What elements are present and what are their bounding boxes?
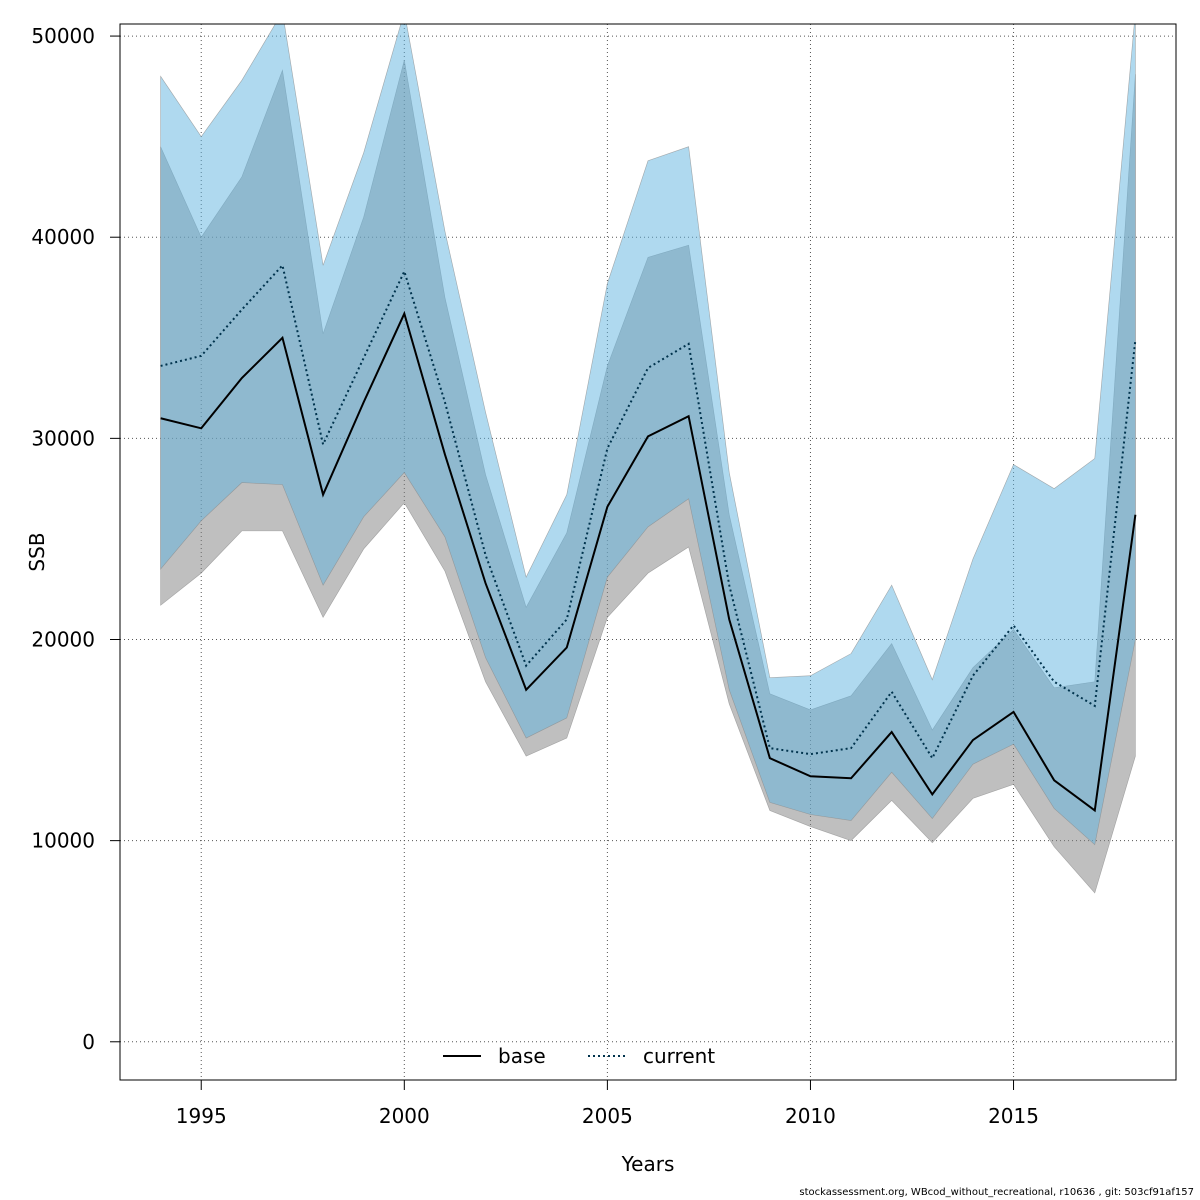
- y-tick-label-0: 0: [82, 1030, 95, 1054]
- x-tick-label-2015: 2015: [988, 1104, 1039, 1128]
- axes: 1995 2000 2005 2010 2015 0 10000 20000 30000 4000…: [31, 24, 1039, 1128]
- line-base: [160, 310, 1137, 813]
- footer-caption: stockassessment.org, WBcod_without_recre…: [799, 1187, 1194, 1198]
- x-axis-title: Years: [621, 1152, 675, 1176]
- y-tick-label-30000: 30000: [31, 426, 95, 450]
- legend: base current: [443, 1044, 715, 1068]
- confidence-bands: [160, 24, 1136, 894]
- y-tick-label-20000: 20000: [31, 627, 95, 651]
- legend-label-base: base: [498, 1044, 546, 1068]
- x-tick-label-2000: 2000: [379, 1104, 430, 1128]
- x-tick-label-2005: 2005: [582, 1104, 633, 1128]
- band-current: [160, 24, 1136, 846]
- y-tick-label-50000: 50000: [31, 24, 95, 48]
- y-tick-label-10000: 10000: [31, 829, 95, 853]
- plot-frame: [119, 23, 1177, 1081]
- legend-label-current: current: [643, 1044, 715, 1068]
- y-tick-label-40000: 40000: [31, 225, 95, 249]
- x-tick-label-1995: 1995: [176, 1104, 227, 1128]
- x-tick-label-2010: 2010: [785, 1104, 836, 1128]
- y-axis-title: SSB: [25, 532, 49, 571]
- series-lines: [160, 263, 1137, 813]
